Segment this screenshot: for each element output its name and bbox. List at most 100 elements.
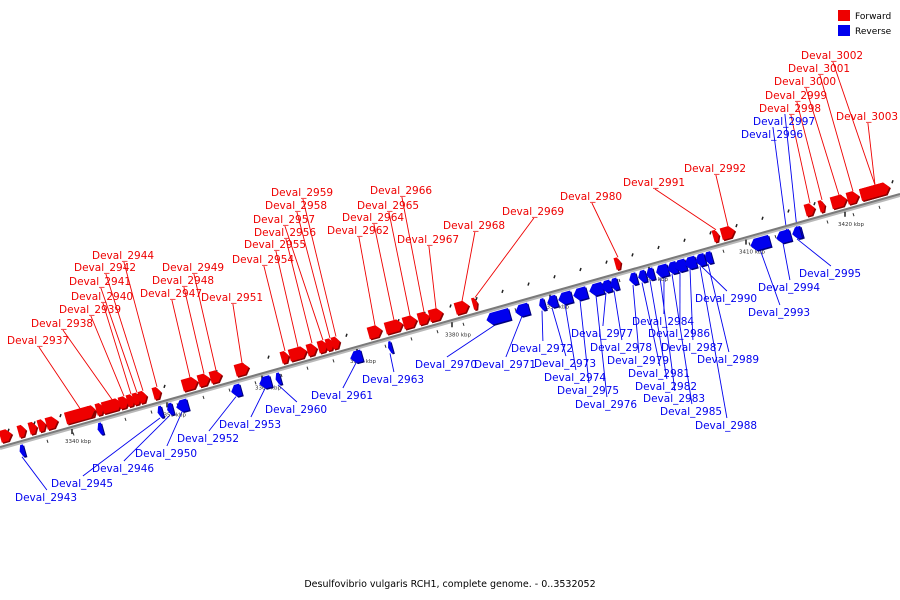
gene-label[interactable]: Deval_2952 <box>177 433 239 445</box>
gene-label[interactable]: Deval_2945 <box>51 478 113 490</box>
gene-label[interactable]: Deval_2940 <box>71 291 133 303</box>
gene-label[interactable]: Deval_2955 <box>244 239 306 251</box>
gene-deval-2967[interactable] <box>427 306 446 324</box>
gene-deval-2942[interactable] <box>137 390 150 405</box>
gene-deval-2943[interactable] <box>18 444 28 459</box>
gene-label[interactable]: Deval_2963 <box>362 374 424 386</box>
gene-deval-2963[interactable] <box>386 341 395 355</box>
gene-deval-2961[interactable] <box>349 349 365 366</box>
gene-label[interactable]: Deval_2985 <box>660 406 722 418</box>
gene-label[interactable]: Deval_2973 <box>534 358 596 370</box>
gene-label[interactable]: Deval_2978 <box>590 342 652 354</box>
gene-label[interactable]: Deval_2980 <box>560 191 622 203</box>
gene-deval-2996[interactable] <box>784 229 794 244</box>
gene-deval-2946[interactable] <box>165 402 176 417</box>
gene-deval-2989[interactable] <box>703 251 715 266</box>
gene-label[interactable]: Deval_2958 <box>265 200 327 212</box>
gene-label[interactable]: Deval_2984 <box>632 316 694 328</box>
gene-label[interactable]: Deval_2938 <box>31 318 93 330</box>
gene-deval-2974[interactable] <box>557 290 575 307</box>
gene-deval-2981[interactable] <box>637 269 649 284</box>
gene-label[interactable]: Deval_2996 <box>741 129 803 141</box>
gene-label[interactable]: Deval_2995 <box>799 268 861 280</box>
gene-deval-2937[interactable] <box>63 404 97 426</box>
gene-label[interactable]: Deval_2975 <box>557 385 619 397</box>
gene-deval-2947[interactable] <box>180 375 201 393</box>
gene-label[interactable]: Deval_2939 <box>59 304 121 316</box>
gene-deval-2950[interactable] <box>175 398 191 415</box>
gene-label[interactable]: Deval_2948 <box>152 275 214 287</box>
gene-deval-2949[interactable] <box>208 369 225 386</box>
gene-deval-2955[interactable] <box>287 345 310 363</box>
gene-deval-2993[interactable] <box>749 234 773 254</box>
gene-label[interactable]: Deval_2989 <box>697 354 759 366</box>
gene-deval-2960[interactable] <box>274 372 284 387</box>
gene-label[interactable]: Deval_2979 <box>607 355 669 367</box>
gene-label[interactable]: Deval_3000 <box>774 76 836 88</box>
gene-label[interactable]: Deval_2943 <box>15 492 77 504</box>
gene-label[interactable]: Deval_2944 <box>92 250 154 262</box>
gene-deval-2938[interactable] <box>100 397 125 416</box>
gene-deval-2997[interactable] <box>794 226 804 241</box>
gene-deval-2964[interactable] <box>383 318 406 336</box>
gene-label[interactable]: Deval_2988 <box>695 420 757 432</box>
gene-deval-2969[interactable] <box>470 297 480 312</box>
gene-label[interactable]: Deval_2942 <box>74 262 136 274</box>
gene-label[interactable]: Deval_2981 <box>628 368 690 380</box>
gene-label[interactable]: Deval_2983 <box>643 393 705 405</box>
gene-label[interactable]: Deval_2965 <box>357 200 419 212</box>
gene-label[interactable]: Deval_2974 <box>544 372 606 384</box>
gene-label[interactable]: Deval_2993 <box>748 307 810 319</box>
gene-label[interactable]: Deval_3003 <box>836 111 898 123</box>
gene-label[interactable]: Deval_2953 <box>219 419 281 431</box>
gene-label[interactable]: Deval_2991 <box>623 177 685 189</box>
gene-deval-2984[interactable] <box>659 263 671 278</box>
gene-deval-2971[interactable] <box>514 302 532 319</box>
gene-deval-2982[interactable] <box>645 267 657 282</box>
gene-label[interactable]: Deval_2998 <box>759 103 821 115</box>
gene-deval-2966[interactable] <box>416 310 433 327</box>
gene-deval-2944[interactable] <box>151 386 164 401</box>
gene-deval-2948[interactable] <box>196 372 213 389</box>
gene-label[interactable]: Deval_2994 <box>758 282 820 294</box>
gene-label[interactable]: Deval_2999 <box>765 90 827 102</box>
gene-label[interactable]: Deval_3001 <box>788 63 850 75</box>
gene-label[interactable]: Deval_2982 <box>635 381 697 393</box>
gene-label[interactable]: Deval_2967 <box>397 234 459 246</box>
gene-deval-2968[interactable] <box>453 299 472 316</box>
gene-label[interactable]: Deval_2977 <box>571 328 633 340</box>
gene-deval-2970[interactable] <box>485 307 513 328</box>
gene-deval-2987[interactable] <box>683 255 699 272</box>
gene-deval-3001[interactable] <box>845 190 862 207</box>
gene-label[interactable]: Deval_2959 <box>271 187 333 199</box>
gene-label[interactable]: Deval_2937 <box>7 335 69 347</box>
gene-label[interactable]: Deval_2987 <box>661 342 723 354</box>
gene-deval-2951[interactable] <box>233 361 252 378</box>
gene-label[interactable]: Deval_2992 <box>684 163 746 175</box>
gene-label[interactable]: Deval_2972 <box>511 343 573 355</box>
gene-deval-2998[interactable] <box>803 202 818 218</box>
gene-label[interactable]: Deval_2947 <box>140 288 202 300</box>
gene-label[interactable]: Deval_2966 <box>370 185 432 197</box>
gene-arrow-unlabelled[interactable] <box>96 422 106 437</box>
gene-label[interactable]: Deval_2971 <box>474 359 536 371</box>
gene-label[interactable]: Deval_2969 <box>502 206 564 218</box>
gene-label[interactable]: Deval_2956 <box>254 227 316 239</box>
gene-deval-2992[interactable] <box>719 224 738 242</box>
gene-deval-3003[interactable] <box>858 181 892 203</box>
gene-label[interactable]: Deval_2990 <box>695 293 757 305</box>
gene-deval-3000[interactable] <box>829 193 850 211</box>
gene-deval-2959[interactable] <box>330 335 343 351</box>
gene-label[interactable]: Deval_2970 <box>415 359 477 371</box>
gene-label[interactable]: Deval_2962 <box>327 225 389 237</box>
gene-deval-2979[interactable] <box>628 272 640 287</box>
gene-label[interactable]: Deval_2997 <box>753 116 815 128</box>
gene-deval-2973[interactable] <box>546 294 560 310</box>
gene-arrow-unlabelled[interactable] <box>16 424 29 439</box>
gene-label[interactable]: Deval_3002 <box>801 50 863 62</box>
gene-deval-2978[interactable] <box>609 277 621 292</box>
gene-arrow-unlabelled[interactable] <box>36 418 49 434</box>
gene-label[interactable]: Deval_2986 <box>648 328 710 340</box>
gene-deval-2954[interactable] <box>279 350 292 365</box>
gene-arrow-unlabelled[interactable] <box>44 415 61 432</box>
